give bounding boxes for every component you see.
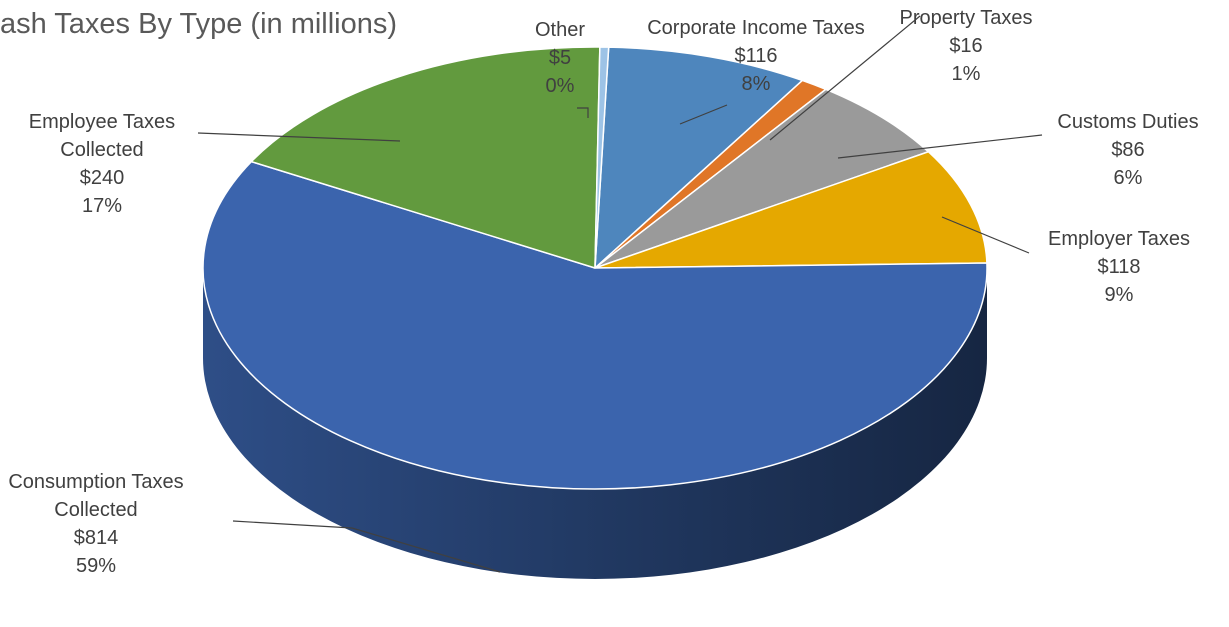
data-label-name: Corporate Income Taxes <box>647 14 865 42</box>
data-label-value: $5 <box>535 44 585 72</box>
data-label: Consumption Taxes Collected $814 59% <box>8 468 183 580</box>
data-label-value: $16 <box>899 32 1032 60</box>
data-label-value: $86 <box>1057 136 1198 164</box>
data-label-value: $116 <box>647 42 865 70</box>
data-label-value: $118 <box>1048 253 1190 281</box>
data-label-value: $814 <box>8 524 183 552</box>
data-label: Employer Taxes $118 9% <box>1048 225 1190 309</box>
data-label-value: $240 <box>29 164 175 192</box>
data-label-name: Property Taxes <box>899 4 1032 32</box>
data-label-name: Employer Taxes <box>1048 225 1190 253</box>
data-label-name: Consumption Taxes <box>8 468 183 496</box>
data-label-percent: 17% <box>29 192 175 220</box>
data-label-name: Customs Duties <box>1057 108 1198 136</box>
data-label-percent: 59% <box>8 552 183 580</box>
data-label-name: Collected <box>29 136 175 164</box>
data-label-percent: 1% <box>899 60 1032 88</box>
data-label-name: Collected <box>8 496 183 524</box>
data-label-percent: 9% <box>1048 281 1190 309</box>
data-label: Customs Duties $86 6% <box>1057 108 1198 192</box>
data-label: Corporate Income Taxes $116 8% <box>647 14 865 98</box>
data-label: Other $5 0% <box>535 16 585 100</box>
data-label-name: Employee Taxes <box>29 108 175 136</box>
data-label-percent: 6% <box>1057 164 1198 192</box>
data-label-name: Other <box>535 16 585 44</box>
data-label: Property Taxes $16 1% <box>899 4 1032 88</box>
data-label: Employee Taxes Collected $240 17% <box>29 108 175 220</box>
data-label-percent: 0% <box>535 72 585 100</box>
data-label-percent: 8% <box>647 70 865 98</box>
